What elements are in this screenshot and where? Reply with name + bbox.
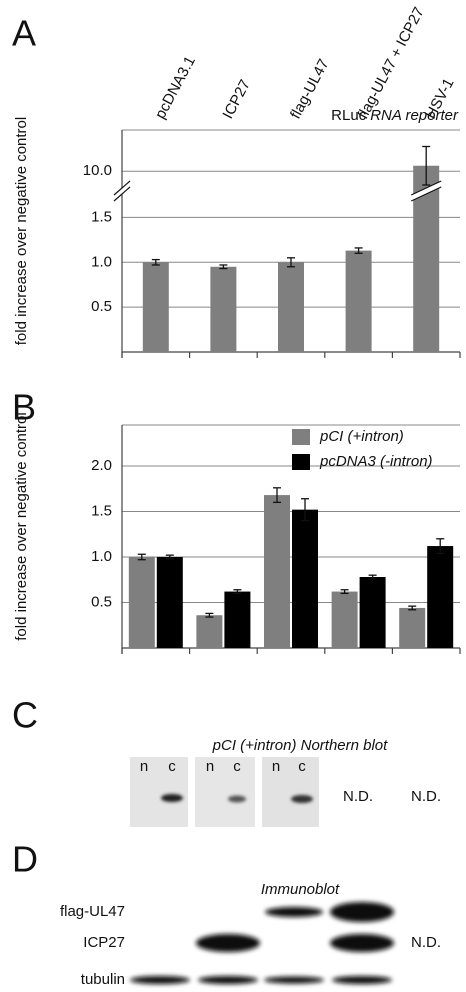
- lane-label: c: [298, 758, 306, 775]
- panel-label: D: [12, 839, 38, 880]
- bar: [427, 546, 453, 648]
- lane-label: n: [272, 758, 280, 775]
- lane-label: c: [168, 758, 176, 775]
- bar: [278, 262, 304, 352]
- panel-label: A: [12, 13, 36, 54]
- panel-label: C: [12, 695, 38, 736]
- bar: [346, 251, 372, 352]
- bar: [196, 615, 222, 648]
- bar: [332, 592, 358, 648]
- legend-label: pCI (+intron): [319, 428, 404, 445]
- y-axis-label: fold increase over negative control: [13, 412, 30, 640]
- not-detected: N.D.: [411, 934, 441, 951]
- x-tick-label: flag-UL47 + ICP27: [355, 4, 428, 121]
- bar: [264, 495, 290, 648]
- row-label: ICP27: [83, 934, 125, 951]
- bar: [210, 267, 236, 352]
- bar: [129, 557, 155, 648]
- immunoblot-bands: [130, 902, 394, 984]
- lane-label: c: [233, 758, 241, 775]
- bar: [224, 592, 250, 648]
- bar: [399, 608, 425, 648]
- bar: [360, 577, 386, 648]
- annotation-part: RNA reporter: [370, 107, 459, 124]
- y-tick-label: 10.0: [83, 162, 112, 179]
- row-label: tubulin: [81, 971, 125, 988]
- y-tick-label: 1.0: [91, 253, 112, 270]
- lane-label: n: [206, 758, 214, 775]
- y-tick-label: 1.5: [91, 208, 112, 225]
- legend-swatch: [292, 429, 310, 445]
- y-axis-label: fold increase over negative control: [13, 117, 30, 345]
- x-tick-label: pcDNA3.1: [152, 53, 199, 121]
- legend-swatch: [292, 454, 310, 470]
- y-tick-label: 0.5: [91, 593, 112, 610]
- x-tick-label: flag-UL47: [287, 56, 333, 121]
- y-tick-label: 2.0: [91, 457, 112, 474]
- annotation-part: RLuc: [331, 107, 367, 124]
- legend-label: pcDNA3 (-intron): [319, 453, 433, 470]
- not-detected: N.D.: [411, 788, 441, 805]
- lane-label: n: [140, 758, 148, 775]
- bar: [143, 262, 169, 352]
- row-label: flag-UL47: [60, 903, 125, 920]
- y-tick-label: 0.5: [91, 298, 112, 315]
- bar: [157, 557, 183, 648]
- y-tick-label: 1.5: [91, 502, 112, 519]
- bar: [292, 510, 318, 648]
- northern-blot-images: [130, 757, 319, 827]
- y-tick-label: 1.0: [91, 548, 112, 565]
- error-bar: [369, 575, 377, 579]
- blot-title: Immunoblot: [261, 881, 340, 898]
- x-tick-label: ICP27: [219, 77, 254, 122]
- figure: A B C D pCI (+intron) Northern blot n c …: [0, 0, 466, 992]
- blot-title: pCI (+intron) Northern blot: [212, 737, 388, 754]
- not-detected: N.D.: [343, 788, 373, 805]
